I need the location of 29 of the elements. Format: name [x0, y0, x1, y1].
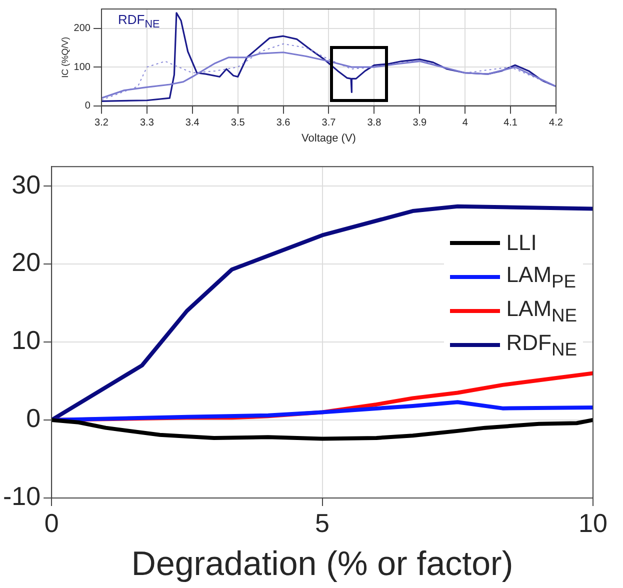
x-tick-label: 3.7	[322, 118, 336, 129]
x-tick-label: 10	[578, 508, 608, 538]
x-tick-label: 3.9	[412, 118, 428, 129]
x-tick-label: 4.1	[504, 118, 518, 129]
y-axis-title: IC (%Q/V)	[60, 36, 70, 78]
x-axis-title: Degradation (% or factor)	[131, 544, 514, 583]
y-tick-label: 30	[12, 169, 41, 200]
y-tick-label: 200	[74, 23, 91, 34]
x-tick-label: 3.4	[185, 118, 200, 129]
x-tick-label: 3.5	[230, 118, 246, 129]
legend-label: LAM$_{NE}$	[506, 296, 577, 326]
legend-label: LAM$_{PE}$	[506, 262, 576, 292]
x-tick-label: 5	[315, 508, 330, 538]
legend-label: LLI	[506, 230, 537, 256]
y-tick-label: 0	[84, 100, 91, 112]
legend-label: RDF$_{NE}$	[506, 330, 577, 360]
y-tick-label: -10	[3, 481, 41, 512]
x-tick-label: 3.3	[140, 118, 154, 129]
y-tick-label: 100	[74, 62, 91, 73]
x-tick-label: 4	[462, 118, 468, 129]
x-tick-label: 3.6	[276, 118, 291, 129]
annotation: RDF$_{NE}$	[118, 12, 160, 31]
x-tick-label: 4.2	[549, 118, 564, 129]
x-axis-title: Voltage (V)	[302, 132, 356, 144]
y-tick-label: 20	[12, 247, 41, 278]
y-tick-label: 10	[12, 325, 41, 356]
x-tick-label: 3.8	[367, 118, 382, 129]
y-tick-label: 0	[26, 403, 41, 434]
x-tick-label: 3.2	[94, 118, 109, 129]
